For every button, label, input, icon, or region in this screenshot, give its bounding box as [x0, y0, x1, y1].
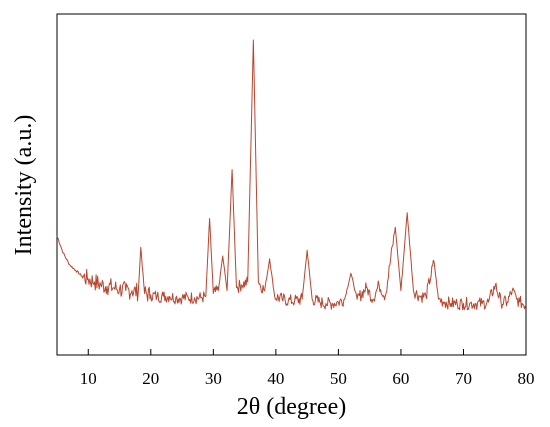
xrd-pattern-line — [56, 39, 527, 311]
x-tick-label: 40 — [267, 369, 284, 388]
series-layer — [56, 39, 527, 311]
x-tick-label: 60 — [392, 369, 409, 388]
y-axis-title: Intensity (a.u.) — [11, 115, 37, 256]
x-axis: 10 20 30 40 50 60 70 80 — [80, 349, 535, 388]
x-tick-label: 80 — [518, 369, 535, 388]
x-tick-label: 50 — [330, 369, 347, 388]
x-tick-label: 30 — [205, 369, 222, 388]
plot-frame — [56, 13, 527, 356]
x-tick-label: 70 — [455, 369, 472, 388]
x-tick-label: 20 — [142, 369, 159, 388]
x-axis-title: 2θ (degree) — [237, 394, 346, 420]
x-tick-label: 10 — [80, 369, 97, 388]
